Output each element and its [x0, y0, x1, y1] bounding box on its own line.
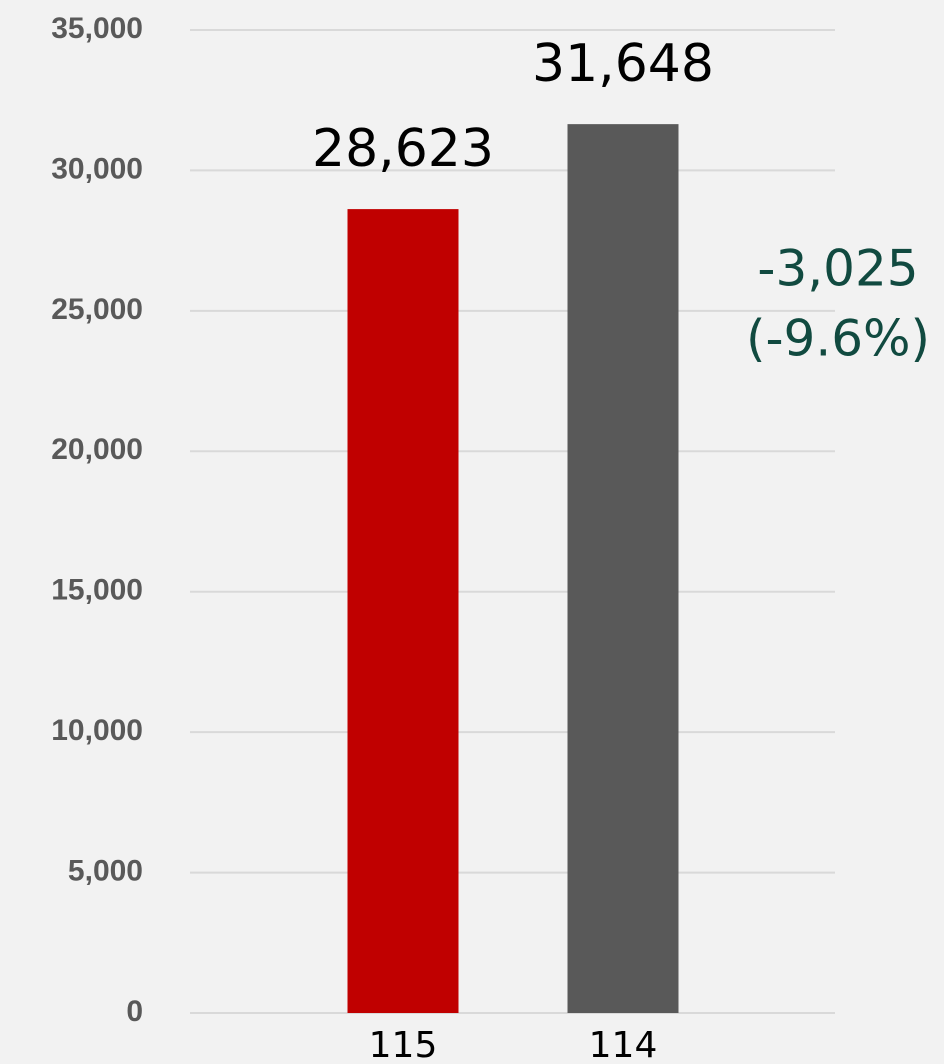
y-tick-label: 5,000	[68, 854, 143, 887]
x-tick-label: 115	[369, 1025, 438, 1064]
annotation: -3,025	[757, 240, 918, 298]
y-tick-label: 0	[126, 995, 143, 1028]
y-tick-label: 20,000	[51, 433, 143, 466]
y-tick-label: 15,000	[51, 574, 143, 607]
annotation: (-9.6%)	[746, 310, 930, 368]
value-label: 28,623	[312, 119, 494, 179]
bar	[347, 209, 459, 1013]
y-tick-label: 30,000	[51, 152, 143, 185]
y-tick-label: 10,000	[51, 714, 143, 747]
x-tick-label: 114	[589, 1025, 658, 1064]
y-tick-label: 25,000	[51, 293, 143, 326]
y-tick-label: 35,000	[51, 12, 143, 45]
value-label: 31,648	[532, 34, 714, 94]
bar	[567, 124, 679, 1013]
